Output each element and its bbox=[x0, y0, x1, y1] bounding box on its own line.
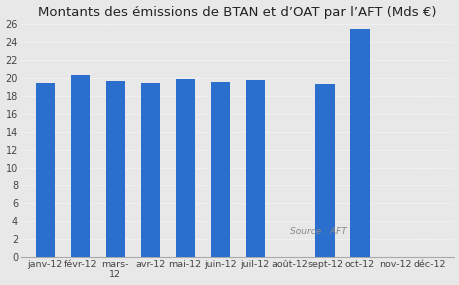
Bar bbox=[210, 82, 230, 257]
Bar bbox=[315, 84, 334, 257]
Title: Montants des émissions de BTAN et d’OAT par l’AFT (Mds €): Montants des émissions de BTAN et d’OAT … bbox=[38, 5, 436, 19]
Bar bbox=[36, 83, 55, 257]
Bar bbox=[175, 79, 194, 257]
Bar bbox=[140, 83, 159, 257]
Bar bbox=[350, 29, 369, 257]
Bar bbox=[106, 81, 124, 257]
Bar bbox=[245, 80, 264, 257]
Bar bbox=[71, 75, 90, 257]
Text: Source : AFT: Source : AFT bbox=[289, 227, 346, 236]
